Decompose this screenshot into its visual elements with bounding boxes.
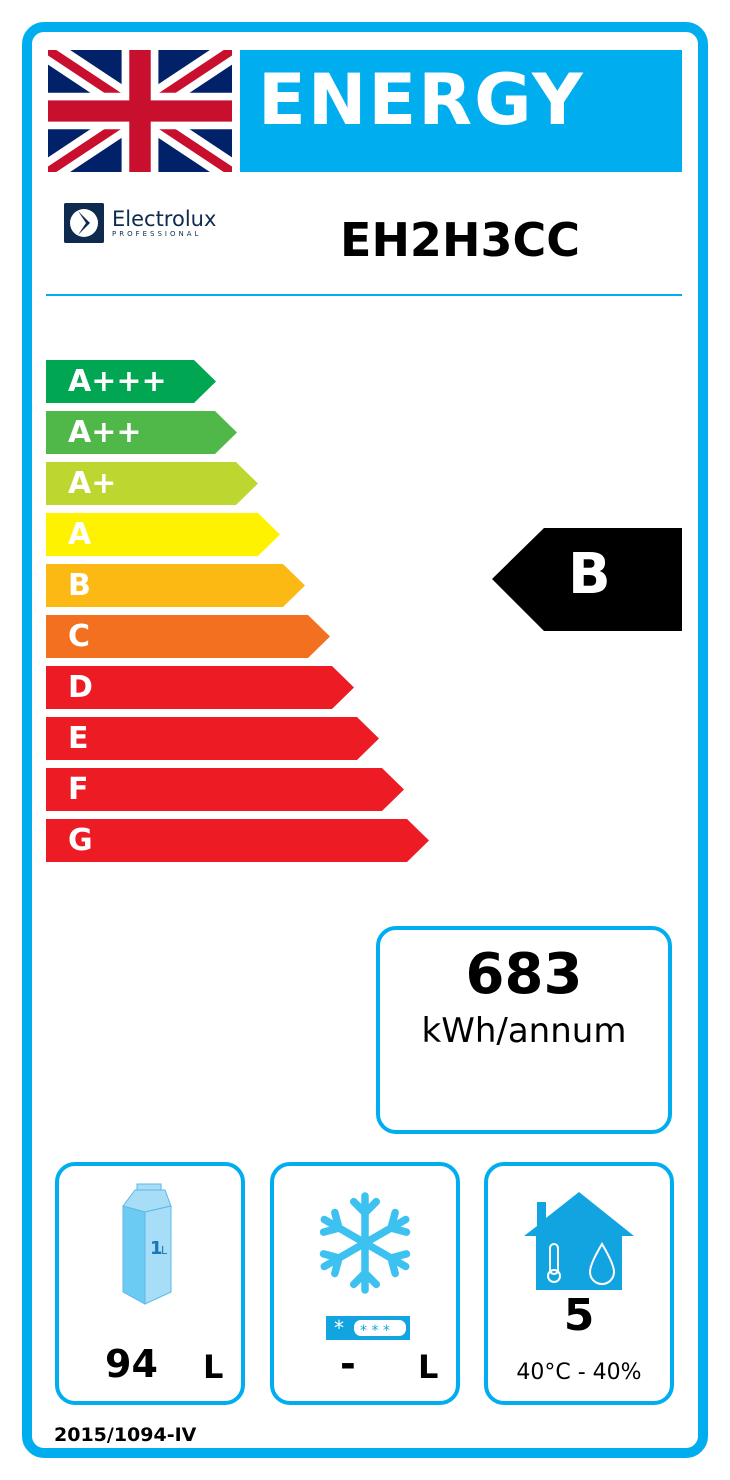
divider [46,294,682,296]
brand-logo: Electrolux PROFESSIONAL [64,203,216,243]
svg-text:*: * [334,1316,344,1340]
energy-class-bar: F [46,768,404,811]
rating-letter: B [568,542,611,607]
label-frame [22,22,708,1458]
electrolux-logo-icon [64,203,104,243]
frozen-value: - [340,1342,356,1386]
energy-class-bar: C [46,615,330,658]
united-kingdom-flag-icon [48,50,232,172]
energy-title: ENERGY [240,50,682,172]
regulation-text: 2015/1094-IV [54,1424,197,1446]
climate-class: 5 [563,1290,595,1341]
svg-text:L: L [161,1244,168,1257]
volume-value: 94 [105,1342,158,1386]
freezer-star-rating-icon: * * * * [326,1316,410,1340]
energy-class-bar: A++ [46,411,237,454]
brand-sub: PROFESSIONAL [112,230,202,238]
energy-class-bar: A [46,513,280,556]
energy-class-bar: E [46,717,379,760]
consumption-box: 683 kWh/annum [376,926,672,1134]
energy-class-bar: G [46,819,429,862]
energy-class-bar: D [46,666,354,709]
consumption-unit: kWh/annum [421,1011,627,1051]
climate-range: 40°C - 40% [516,1360,642,1385]
volume-unit: L [203,1348,224,1386]
model-number: EH2H3CC [340,213,580,267]
frozen-unit: L [418,1348,439,1386]
consumption-value: 683 [465,942,583,1007]
house-climate-icon [524,1192,634,1290]
energy-class-bar: B [46,564,305,607]
energy-class-bar: A+++ [46,360,216,403]
rating-indicator: B [492,528,682,631]
climate-box: 5 40°C - 40% [484,1162,674,1405]
svg-text:* * *: * * * [360,1323,390,1339]
milk-carton-icon: 1L [122,1183,172,1305]
snowflake-icon [318,1192,412,1296]
frozen-box: * * * * - L [270,1162,460,1405]
brand-name: Electrolux [112,207,217,231]
energy-class-bar: A+ [46,462,258,505]
svg-text:1: 1 [150,1238,163,1259]
